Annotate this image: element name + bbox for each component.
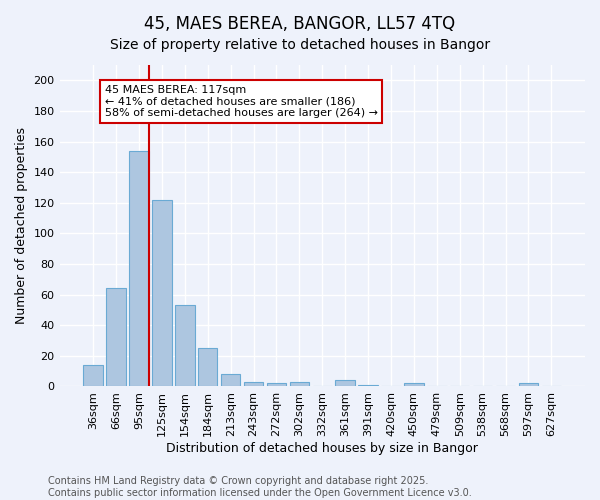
Text: Size of property relative to detached houses in Bangor: Size of property relative to detached ho… <box>110 38 490 52</box>
Bar <box>152 200 172 386</box>
Bar <box>175 306 194 386</box>
Bar <box>267 384 286 386</box>
Bar <box>358 385 378 386</box>
Y-axis label: Number of detached properties: Number of detached properties <box>15 127 28 324</box>
Bar <box>519 384 538 386</box>
Bar <box>129 150 149 386</box>
Text: 45, MAES BEREA, BANGOR, LL57 4TQ: 45, MAES BEREA, BANGOR, LL57 4TQ <box>145 15 455 33</box>
Bar <box>221 374 241 386</box>
Bar <box>83 365 103 386</box>
Bar <box>335 380 355 386</box>
Text: Contains HM Land Registry data © Crown copyright and database right 2025.
Contai: Contains HM Land Registry data © Crown c… <box>48 476 472 498</box>
Bar <box>106 288 126 386</box>
Text: 45 MAES BEREA: 117sqm
← 41% of detached houses are smaller (186)
58% of semi-det: 45 MAES BEREA: 117sqm ← 41% of detached … <box>104 85 377 118</box>
X-axis label: Distribution of detached houses by size in Bangor: Distribution of detached houses by size … <box>166 442 478 455</box>
Bar <box>244 382 263 386</box>
Bar <box>404 384 424 386</box>
Bar <box>290 382 309 386</box>
Bar <box>198 348 217 387</box>
